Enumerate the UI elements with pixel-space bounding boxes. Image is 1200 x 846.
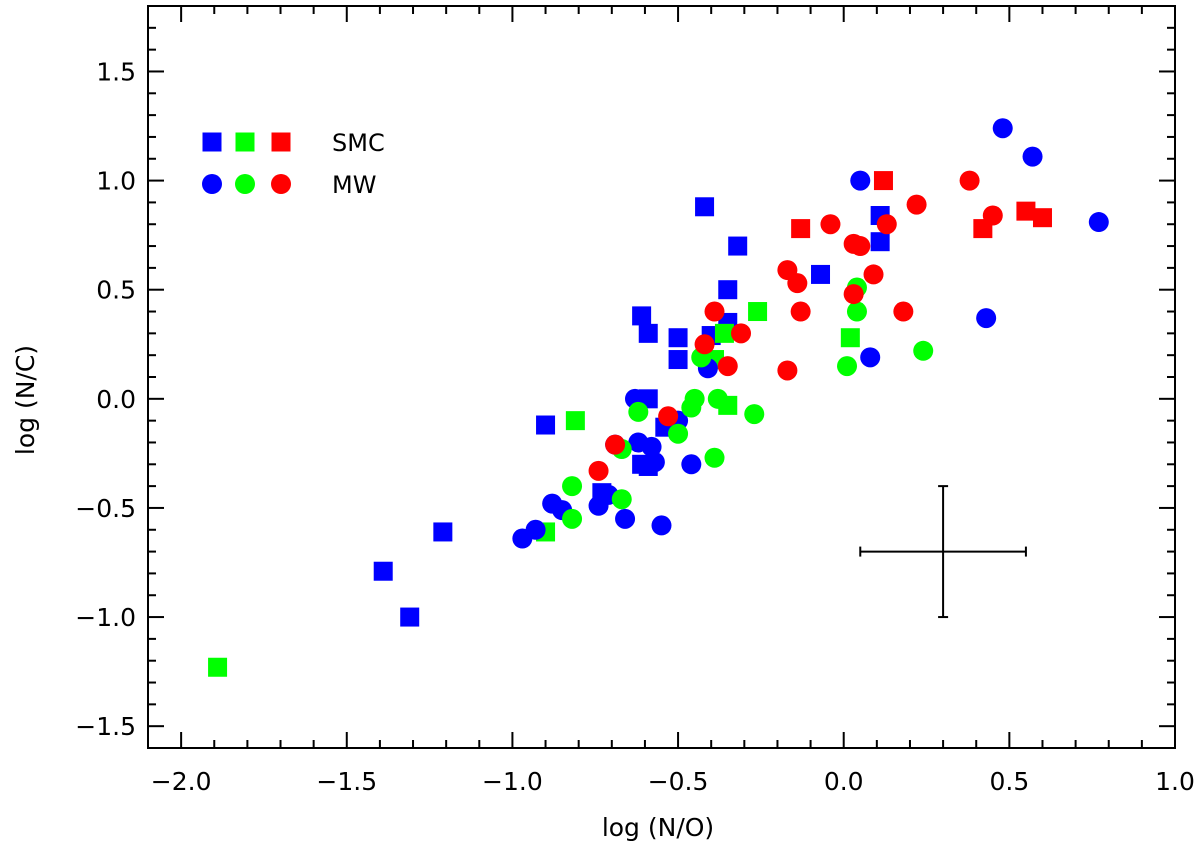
y-axis-ticks: −1.5 −1.0 −0.5 0.0 0.5 1.0 1.5: [75, 5, 1175, 749]
mw-point-red: [717, 356, 738, 377]
mw-point-green: [684, 388, 705, 409]
smc-point-green: [748, 302, 768, 322]
smc-point-blue: [638, 323, 658, 343]
x-tick-label: −2.0: [151, 767, 212, 796]
y-tick-label: −1.5: [75, 712, 136, 741]
smc-point-blue: [811, 264, 831, 284]
mw-point-red: [658, 406, 679, 427]
mw-point-green: [704, 447, 725, 468]
legend-smc-marker: [271, 132, 291, 152]
smc-point-blue: [668, 350, 688, 370]
mw-point-blue: [860, 347, 881, 368]
mw-point-green: [846, 301, 867, 322]
smc-point-green: [714, 323, 734, 343]
smc-point-red: [873, 171, 893, 191]
x-tick-label: 0.0: [824, 767, 864, 796]
mw-point-red: [850, 236, 871, 257]
mw-point-green: [562, 476, 583, 497]
mw-point-red: [704, 301, 725, 322]
x-axis-ticks: −2.0 −1.5 −1.0 −0.5 0.0 0.5 1.0: [147, 6, 1195, 796]
smc-point-green: [840, 328, 860, 348]
mw-point-red: [982, 205, 1003, 226]
legend-mw-marker: [235, 174, 255, 194]
plot-frame: [147, 5, 1176, 749]
smc-point-blue: [632, 306, 652, 326]
mw-point-blue: [651, 515, 672, 536]
smc-point-blue: [870, 232, 890, 252]
x-tick-label: 1.0: [1155, 767, 1195, 796]
legend-label: MW: [332, 171, 376, 199]
legend-label: SMC: [332, 129, 385, 157]
x-tick-label: −1.0: [482, 767, 543, 796]
mw-point-green: [611, 489, 632, 510]
y-tick-label: 0.0: [96, 385, 136, 414]
smc-point-blue: [695, 197, 715, 217]
legend: SMC MW: [202, 129, 385, 199]
smc-point-red: [1016, 201, 1036, 221]
mw-point-red: [777, 360, 798, 381]
mw-point-blue: [976, 308, 997, 329]
mw-point-blue: [1022, 146, 1043, 167]
mw-point-red: [820, 214, 841, 235]
legend-mw-marker: [202, 174, 222, 194]
mw-point-red: [790, 301, 811, 322]
error-bar: [859, 485, 1027, 619]
mw-point-green: [837, 356, 858, 377]
y-tick-label: 1.0: [96, 167, 136, 196]
mw-point-red: [694, 334, 715, 355]
smc-point-blue: [400, 607, 420, 627]
smc-point-blue: [718, 280, 738, 300]
mw-point-red: [959, 170, 980, 191]
smc-point-green: [565, 411, 585, 431]
mw-point-green: [744, 404, 765, 425]
mw-point-red: [843, 284, 864, 305]
smc-point-blue: [433, 522, 453, 542]
mw-point-blue: [992, 118, 1013, 139]
mw-point-red: [876, 214, 897, 235]
mw-point-red: [731, 323, 752, 344]
smc-point-blue: [728, 236, 748, 256]
smc-point-red: [791, 219, 811, 239]
y-tick-label: −0.5: [75, 494, 136, 523]
mw-point-blue: [641, 436, 662, 457]
smc-point-red: [1032, 208, 1052, 228]
mw-point-blue: [615, 508, 636, 529]
x-tick-label: −0.5: [648, 767, 709, 796]
mw-point-blue: [681, 454, 702, 475]
mw-point-blue: [850, 170, 871, 191]
mw-point-blue: [644, 452, 665, 473]
y-tick-label: −1.0: [75, 603, 136, 632]
mw-point-green: [628, 401, 649, 422]
legend-smc-marker: [235, 132, 255, 152]
smc-point-blue: [373, 561, 393, 581]
mw-point-blue: [525, 519, 546, 540]
smc-point-blue: [536, 415, 556, 435]
mw-point-green: [668, 423, 689, 444]
data-points: [208, 118, 1109, 677]
smc-point-blue: [668, 328, 688, 348]
mw-point-red: [863, 264, 884, 285]
y-tick-label: 0.5: [96, 276, 136, 305]
y-axis-label: log (N/C): [11, 345, 40, 455]
mw-point-green: [913, 340, 934, 361]
legend-smc-marker: [202, 132, 222, 152]
mw-point-green: [562, 508, 583, 529]
smc-point-green: [208, 657, 228, 677]
plot-border: [147, 5, 1176, 749]
x-tick-label: 0.5: [989, 767, 1029, 796]
legend-mw-marker: [271, 174, 291, 194]
y-tick-label: 1.5: [96, 57, 136, 86]
mw-point-red: [787, 273, 808, 294]
mw-point-red: [906, 194, 927, 215]
x-axis-label: log (N/O): [602, 813, 714, 842]
mw-point-green: [707, 388, 728, 409]
mw-point-red: [588, 460, 609, 481]
mw-point-blue: [1088, 212, 1109, 233]
x-tick-label: −1.5: [316, 767, 377, 796]
mw-point-red: [605, 434, 626, 455]
mw-point-red: [893, 301, 914, 322]
